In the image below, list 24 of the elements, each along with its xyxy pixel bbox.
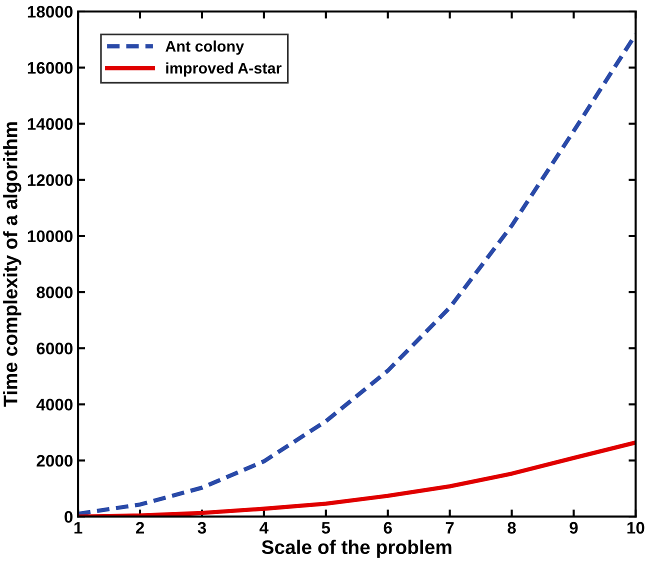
legend-label: Ant colony	[166, 40, 244, 55]
x-tick-label: 10	[627, 522, 644, 534]
y-tick-label: 6000	[36, 342, 73, 354]
y-tick-label: 12000	[28, 174, 73, 186]
y-tick-label: 18000	[28, 6, 73, 18]
x-tick-label: 9	[570, 522, 578, 534]
y-tick-label: 0	[64, 511, 73, 523]
y-tick-label: 2000	[36, 454, 73, 467]
x-axis-title: Scale of the problem	[262, 540, 452, 558]
y-tick-label: 8000	[36, 286, 73, 298]
y-tick-label: 16000	[28, 62, 73, 74]
x-tick-label: 4	[260, 522, 268, 534]
y-tick-label: 10000	[28, 230, 73, 242]
y-tick-label: 14000	[28, 118, 73, 130]
x-tick-label: 7	[446, 522, 454, 534]
x-tick-label: 1	[74, 522, 82, 534]
x-tick-label: 2	[136, 522, 144, 534]
y-axis-title: Time complexity of a algorithm	[3, 122, 22, 407]
y-tick-label: 4000	[36, 398, 73, 411]
x-tick-label: 5	[322, 522, 330, 534]
x-tick-label: 8	[508, 522, 516, 534]
x-tick-label: 3	[198, 522, 206, 534]
x-tick-label: 6	[384, 522, 392, 534]
legend-label: improved A-star	[166, 62, 282, 77]
